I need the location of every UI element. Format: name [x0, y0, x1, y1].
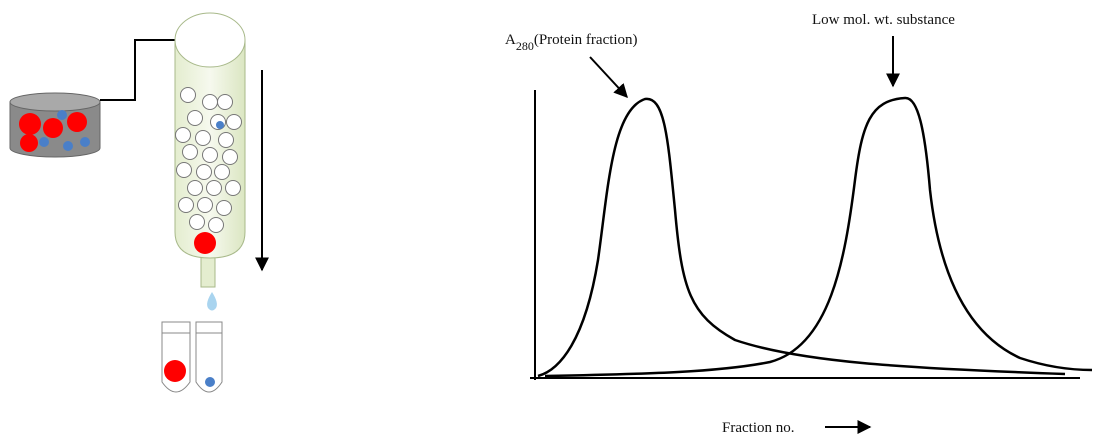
small-molecule	[63, 141, 73, 151]
gel-bead	[225, 180, 241, 196]
small-peak-label: Low mol. wt. substance	[812, 12, 955, 28]
gel-bead	[217, 94, 233, 110]
small-molecule	[216, 121, 224, 129]
gel-bead	[182, 144, 198, 160]
large-molecule	[20, 134, 38, 152]
sample-can	[9, 92, 101, 158]
gel-bead	[196, 164, 212, 180]
small-molecule-curve	[544, 96, 1093, 378]
gel-bead	[218, 132, 234, 148]
small-molecule	[39, 137, 49, 147]
gel-bead	[175, 127, 191, 143]
protein-curve	[537, 97, 1066, 378]
gel-bead	[214, 164, 230, 180]
gel-bead	[176, 162, 192, 178]
gel-bead	[202, 94, 218, 110]
label-main: A	[505, 32, 516, 48]
gel-bead	[216, 200, 232, 216]
small-molecule	[57, 110, 67, 120]
gel-bead	[202, 147, 218, 163]
label-subscript: 280	[516, 39, 534, 53]
gel-bead	[195, 130, 211, 146]
large-molecule	[164, 360, 186, 382]
gel-bead	[180, 87, 196, 103]
gel-bead	[187, 110, 203, 126]
label-rest: (Protein fraction)	[534, 32, 638, 48]
tube	[195, 321, 223, 393]
elution-profile: A280(Protein fraction) Low mol. wt. subs…	[505, 12, 1093, 436]
large-molecule	[19, 113, 41, 135]
x-axis-label: Fraction no.	[722, 420, 795, 436]
gel-bead	[187, 180, 203, 196]
drop	[207, 292, 217, 311]
gel-bead	[208, 217, 224, 233]
collection-tubes	[161, 321, 223, 393]
gel-bead	[206, 180, 222, 196]
protein-peak-arrow	[589, 56, 628, 99]
protein-peak-label: A280(Protein fraction)	[505, 32, 638, 53]
small-molecule	[205, 377, 215, 387]
gel-bead	[189, 214, 205, 230]
gel-bead	[222, 149, 238, 165]
column-top	[174, 12, 246, 68]
small-molecule	[80, 137, 90, 147]
load-arrow	[100, 33, 207, 101]
can-top	[9, 92, 101, 112]
large-molecule	[194, 232, 216, 254]
large-molecule	[67, 112, 87, 132]
gel-bead	[197, 197, 213, 213]
large-molecule	[43, 118, 63, 138]
gel-bead	[178, 197, 194, 213]
column	[174, 12, 246, 311]
gel-bead	[226, 114, 242, 130]
